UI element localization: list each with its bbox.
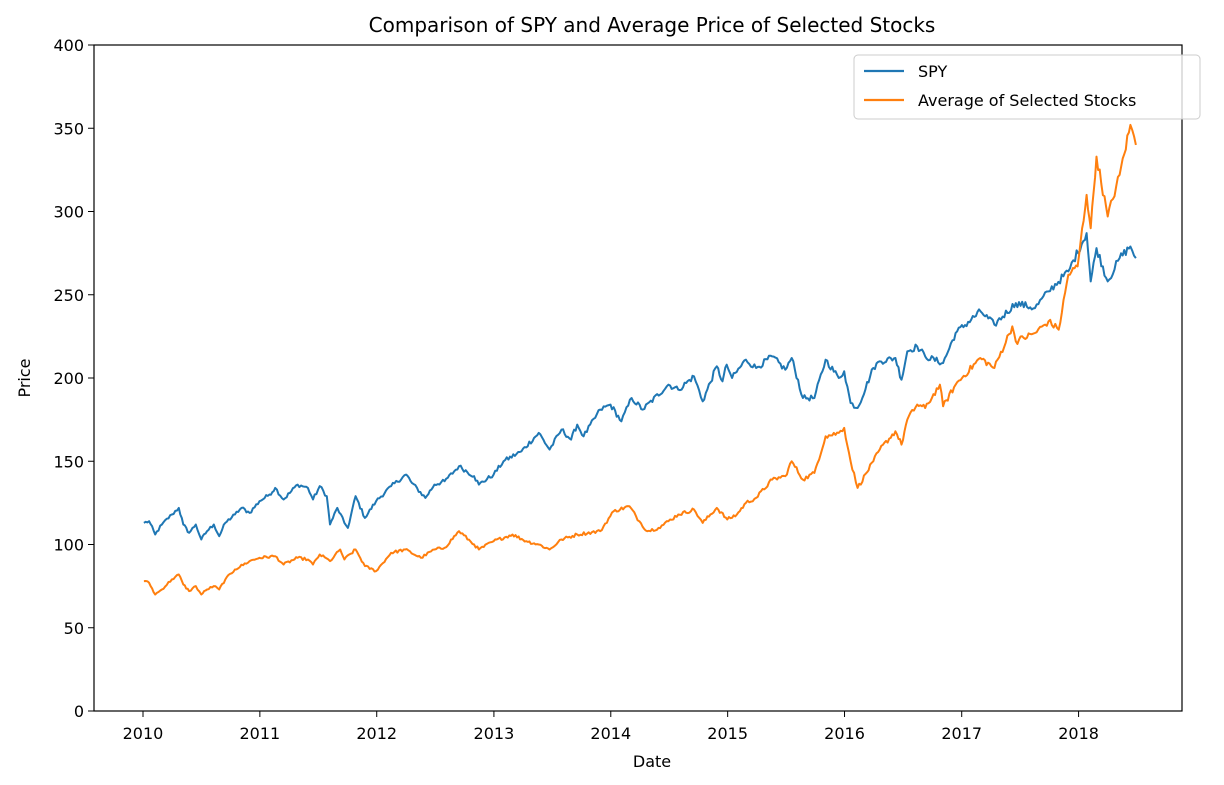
series-line-average	[143, 123, 1137, 596]
x-tick-label: 2012	[356, 724, 397, 743]
y-tick-label: 150	[53, 452, 84, 471]
x-tick-label: 2017	[941, 724, 982, 743]
legend-box	[853, 54, 1201, 120]
legend: SPY Average of Selected Stocks	[853, 54, 1201, 120]
x-tick-label: 2016	[824, 724, 865, 743]
x-axis-label: Date	[633, 752, 671, 771]
x-tick-label: 2018	[1058, 724, 1099, 743]
y-axis: 0 50 100 150 200 250 300 350 400	[53, 36, 94, 721]
y-tick-label: 200	[53, 369, 84, 388]
x-tick-label: 2011	[239, 724, 280, 743]
y-tick-label: 0	[74, 702, 84, 721]
series-line-spy	[143, 232, 1137, 541]
chart-title: Comparison of SPY and Average Price of S…	[369, 13, 936, 37]
x-tick-label: 2013	[474, 724, 515, 743]
y-tick-label: 400	[53, 36, 84, 55]
x-tick-label: 2010	[123, 724, 164, 743]
y-tick-label: 50	[64, 619, 84, 638]
legend-entry: SPY	[918, 62, 947, 81]
x-tick-label: 2014	[590, 724, 631, 743]
y-axis-label: Price	[15, 358, 34, 397]
y-tick-label: 100	[53, 536, 84, 555]
x-tick-label: 2015	[707, 724, 748, 743]
y-tick-label: 250	[53, 286, 84, 305]
y-tick-label: 300	[53, 203, 84, 222]
x-axis: 2010 2011 2012 2013 2014 2015 2016 2017 2018	[123, 711, 1099, 743]
legend-entry: Average of Selected Stocks	[918, 91, 1136, 110]
plot-frame	[93, 44, 1183, 712]
plot-area	[143, 123, 1137, 596]
y-tick-label: 350	[53, 119, 84, 138]
